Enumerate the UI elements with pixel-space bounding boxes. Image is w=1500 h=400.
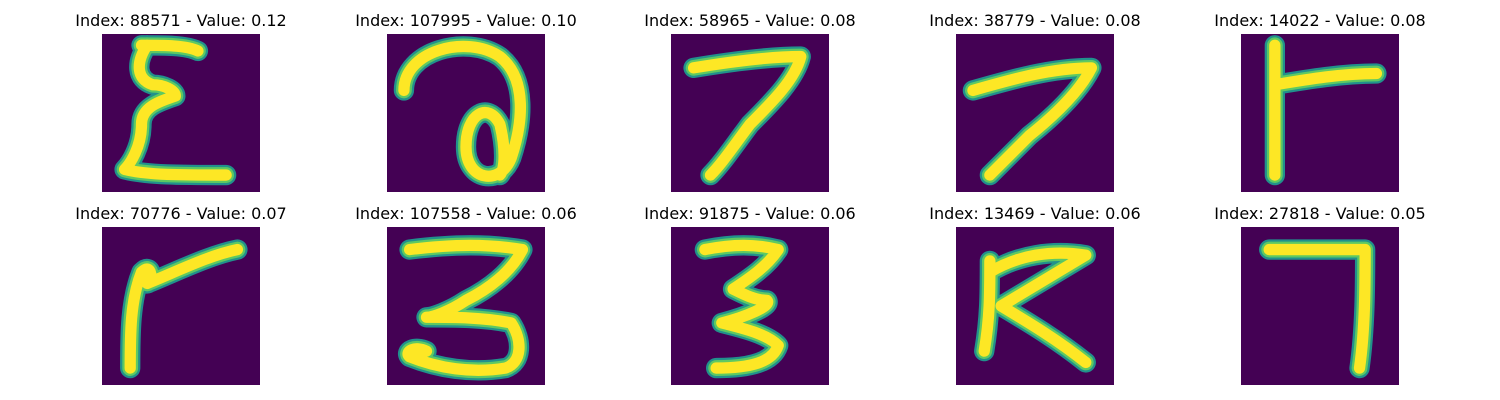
panel-image [1241,34,1399,192]
image-background [1241,34,1399,192]
panel-title: Index: 107558 - Value: 0.06 [355,204,577,223]
panel-image [1241,227,1399,385]
panel-image [671,227,829,385]
panel-title: Index: 91875 - Value: 0.06 [644,204,856,223]
digit-image [102,227,260,385]
digit-image [387,227,545,385]
panel-image [102,227,260,385]
panel-image [956,227,1114,385]
digit-stroke [978,247,1092,369]
digit-stroke [687,50,807,181]
panel-image [387,34,545,192]
digit-image [1241,34,1399,192]
panel-title: Index: 13469 - Value: 0.06 [929,204,1141,223]
panel-image [387,227,545,385]
panel-title: Index: 58965 - Value: 0.08 [644,11,856,30]
digit-image [956,227,1114,385]
digit-stroke [124,243,244,374]
panel-title: Index: 27818 - Value: 0.05 [1214,204,1426,223]
panel-title: Index: 14022 - Value: 0.08 [1214,11,1426,30]
panel-title: Index: 88571 - Value: 0.12 [75,11,287,30]
panel-image [102,34,260,192]
digit-image [671,227,829,385]
digit-stroke [1263,243,1371,374]
panel-image [956,34,1114,192]
panel-title: Index: 38779 - Value: 0.08 [929,11,1141,30]
digit-image [671,34,829,192]
digit-image [387,34,545,192]
digit-stroke [699,239,784,374]
panel-title: Index: 70776 - Value: 0.07 [75,204,287,223]
digit-image [102,34,260,192]
digit-stroke [1269,39,1383,181]
digit-stroke [402,239,529,376]
digit-image [956,34,1114,192]
digit-stroke [118,39,232,181]
image-background [956,34,1114,192]
digit-stroke [967,62,1098,181]
digit-image [1241,227,1399,385]
digit-stroke [398,40,527,182]
panel-image [671,34,829,192]
panel-title: Index: 107995 - Value: 0.10 [355,11,577,30]
